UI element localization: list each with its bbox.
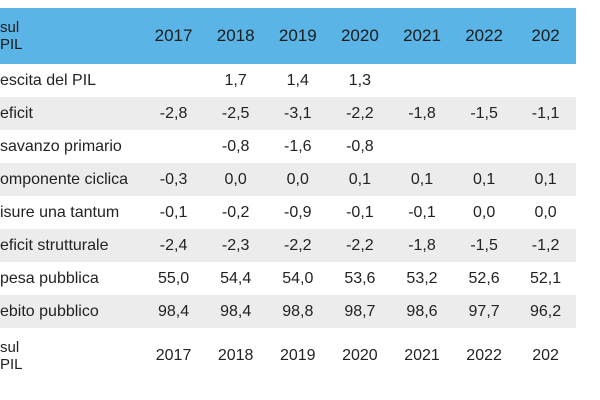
cell-value: -0,1 — [346, 203, 374, 221]
cell-value: -0,2 — [221, 203, 250, 221]
cell-value: 1,7 — [224, 71, 247, 89]
header-row: sul PIL 2017 2018 2019 2020 2021 2022 20… — [0, 8, 576, 64]
table-row: savanzo primario -0,8 -1,6 -0,8 — [0, 130, 576, 163]
table-row: eficit strutturale -2,4 -2,3 -2,2 -2,2 -1,8 -1… — [0, 229, 576, 262]
table-row: omponente ciclica -0,3 0,0 0,0 0,1 0,1 0,1 0,1 — [0, 163, 576, 196]
cell-value: 0,1 — [410, 170, 434, 188]
cell-value: -0,1 — [159, 203, 188, 221]
cell-value: -1,2 — [531, 236, 560, 254]
cell-value — [143, 64, 205, 97]
year-header: 2020 — [328, 8, 391, 64]
year-header: 2022 — [453, 8, 516, 64]
cell-value: 97,7 — [468, 302, 500, 320]
cell-value: 98,8 — [282, 302, 314, 320]
cell-value: 1,3 — [348, 71, 371, 89]
cell-value: 0,1 — [348, 170, 371, 188]
cell-value — [453, 64, 515, 97]
cell-value: -1,8 — [408, 104, 436, 122]
year-footer: 202 — [532, 347, 559, 364]
year-header: 2018 — [204, 8, 267, 64]
cell-value — [453, 130, 515, 163]
cell-value: -1,5 — [470, 104, 498, 122]
cell-value: -0,8 — [346, 137, 374, 155]
cell-value — [391, 130, 453, 163]
cell-value: -2,3 — [221, 236, 250, 254]
cell-value — [515, 64, 576, 97]
cell-value: 55,0 — [157, 269, 190, 287]
header-corner: sul PIL — [0, 8, 143, 64]
cell-value: -2,5 — [221, 104, 250, 122]
cell-value: 0,1 — [472, 170, 496, 188]
year-footer: 2019 — [279, 347, 316, 364]
year-footer: 2022 — [466, 347, 502, 364]
cell-value: 52,6 — [468, 269, 500, 287]
year-footer: 2021 — [404, 347, 440, 364]
cell-value: -3,1 — [283, 104, 312, 122]
cell-value: -2,8 — [159, 104, 188, 122]
macro-table: sul PIL 2017 2018 2019 2020 2021 2022 20… — [0, 8, 576, 384]
cell-value: -0,8 — [221, 137, 250, 155]
row-label: pesa pubblica — [0, 269, 99, 287]
cell-value — [515, 130, 576, 163]
table-row: isure una tantum -0,1 -0,2 -0,9 -0,1 -0,1 0,0 0… — [0, 196, 576, 229]
year-header: 2021 — [390, 8, 454, 64]
cell-value: 0,1 — [534, 170, 557, 188]
cell-value: 53,6 — [344, 269, 376, 287]
row-label: isure una tantum — [0, 203, 120, 221]
year-footer: 2020 — [342, 347, 378, 364]
cell-value: -1,5 — [470, 236, 498, 254]
cell-value: 0,0 — [286, 170, 309, 188]
footer-corner: sul PIL — [0, 328, 143, 384]
footer-corner-line2: PIL — [0, 356, 23, 373]
cell-value: -2,2 — [346, 236, 374, 254]
row-label: ebito pubblico — [0, 302, 99, 320]
header-corner-line1: sul — [0, 19, 20, 36]
cell-value: 53,2 — [406, 269, 438, 287]
cell-value — [391, 64, 453, 97]
cell-value: 52,1 — [530, 269, 562, 287]
cell-value: 98,6 — [406, 302, 438, 320]
cell-value: 54,4 — [220, 269, 252, 287]
cell-value: 1,4 — [286, 71, 309, 89]
cell-value: 98,4 — [220, 302, 252, 320]
year-footer: 2018 — [217, 347, 254, 364]
year-header: 2017 — [142, 8, 205, 64]
table-row: pesa pubblica 55,0 54,4 54,0 53,6 53,2 52,6 52,… — [0, 262, 576, 295]
row-label: omponente ciclica — [0, 170, 129, 188]
footer-corner-line1: sul — [0, 339, 20, 356]
cell-value: 0,0 — [472, 203, 496, 221]
table-row: escita del PIL 1,7 1,4 1,3 — [0, 64, 576, 97]
cell-value: -0,1 — [408, 203, 436, 221]
year-footer: 2017 — [155, 347, 192, 364]
cell-value: -2,2 — [346, 104, 374, 122]
cell-value: -0,9 — [283, 203, 312, 221]
row-label: eficit strutturale — [0, 236, 109, 254]
cell-value: 54,0 — [282, 269, 314, 287]
table-row: ebito pubblico 98,4 98,4 98,8 98,7 98,6 97,7 96… — [0, 295, 576, 328]
cell-value: -2,2 — [283, 236, 312, 254]
footer-row: sul PIL 2017 2018 2019 2020 2021 2022 20… — [0, 328, 576, 384]
cell-value: -1,6 — [283, 137, 312, 155]
year-header: 2019 — [266, 8, 329, 64]
cell-value: -1,8 — [408, 236, 436, 254]
row-label: escita del PIL — [0, 71, 97, 89]
row-label: savanzo primario — [0, 137, 122, 155]
cell-value: 0,0 — [534, 203, 557, 221]
row-label: eficit — [0, 104, 33, 122]
cell-value: 98,7 — [344, 302, 376, 320]
cell-value: -1,1 — [531, 104, 560, 122]
cell-value: -0,3 — [159, 170, 188, 188]
cell-value: 0,0 — [224, 170, 247, 188]
year-header: 202 — [515, 8, 576, 64]
cell-value — [143, 130, 205, 163]
table-row: eficit -2,8 -2,5 -3,1 -2,2 -1,8 -1,5 -1,1 — [0, 97, 576, 130]
cell-value: -2,4 — [159, 236, 188, 254]
cell-value: 98,4 — [157, 302, 190, 320]
header-corner-line2: PIL — [0, 36, 23, 53]
cell-value: 96,2 — [530, 302, 562, 320]
